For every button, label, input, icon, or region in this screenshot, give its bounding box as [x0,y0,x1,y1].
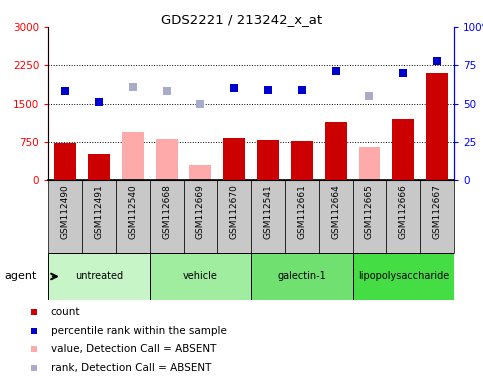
Text: GSM112670: GSM112670 [230,184,239,239]
Point [433,58,441,64]
Text: GSM112664: GSM112664 [331,184,340,239]
Point [366,93,373,99]
Text: count: count [51,307,80,317]
Bar [116,180,150,253]
Bar [48,180,82,253]
Text: untreated: untreated [75,271,123,281]
Text: value, Detection Call = ABSENT: value, Detection Call = ABSENT [51,344,216,354]
Bar [251,180,285,253]
Text: GSM112661: GSM112661 [298,184,306,239]
Bar [156,139,178,180]
Text: agent: agent [5,271,37,281]
Bar [325,122,347,180]
Text: GDS2221 / 213242_x_at: GDS2221 / 213242_x_at [161,13,322,26]
Point [30,309,38,315]
Bar [48,253,150,300]
Point [30,328,38,334]
Bar [291,141,313,180]
Text: rank, Detection Call = ABSENT: rank, Detection Call = ABSENT [51,363,211,373]
Point [264,87,272,93]
Text: GSM112667: GSM112667 [433,184,441,239]
Text: GSM112668: GSM112668 [162,184,171,239]
Text: percentile rank within the sample: percentile rank within the sample [51,326,227,336]
Point [129,84,137,90]
Text: GSM112540: GSM112540 [128,184,137,239]
Bar [358,147,381,180]
Bar [223,139,245,180]
Bar [353,180,386,253]
Text: GSM112666: GSM112666 [399,184,408,239]
Bar [392,119,414,180]
Point [230,85,238,91]
Point [61,88,69,94]
Bar [150,180,184,253]
Text: GSM112669: GSM112669 [196,184,205,239]
Text: GSM112541: GSM112541 [264,184,272,239]
Bar [184,180,217,253]
Bar [353,253,454,300]
Bar [251,253,353,300]
Bar [426,73,448,180]
Text: galectin-1: galectin-1 [278,271,326,281]
Point [30,346,38,353]
Point [298,87,306,93]
Bar [122,132,144,180]
Point [332,68,340,74]
Bar [257,139,279,180]
Bar [386,180,420,253]
Point [197,101,204,107]
Text: GSM112490: GSM112490 [61,184,70,239]
Text: lipopolysaccharide: lipopolysaccharide [358,271,449,281]
Bar [88,154,110,180]
Bar [319,180,353,253]
Text: GSM112491: GSM112491 [95,184,103,239]
Point [163,88,170,94]
Bar [54,143,76,180]
Bar [82,180,116,253]
Text: vehicle: vehicle [183,271,218,281]
Point [30,365,38,371]
Point [95,99,103,105]
Point [399,70,407,76]
Text: GSM112665: GSM112665 [365,184,374,239]
Bar [420,180,454,253]
Bar [189,165,212,180]
Bar [150,253,251,300]
Bar [285,180,319,253]
Bar [217,180,251,253]
